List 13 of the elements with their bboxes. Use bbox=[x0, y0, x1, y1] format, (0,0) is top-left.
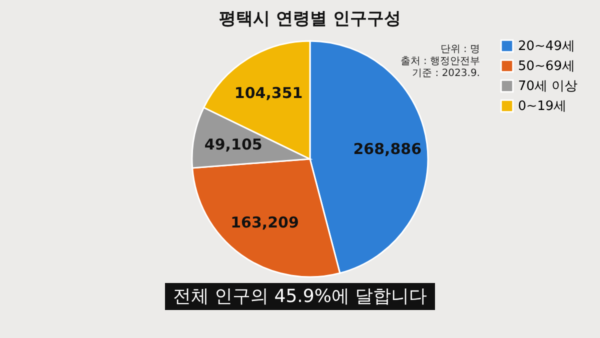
data-label: 49,105 bbox=[204, 135, 262, 154]
source-note: 출처 : 행정안전부 bbox=[399, 56, 480, 68]
legend-label: 20~49세 bbox=[518, 39, 575, 54]
text: 단위 : 명 bbox=[439, 44, 480, 56]
data-label: 268,886 bbox=[353, 140, 422, 158]
legend-label: 50~69세 bbox=[518, 59, 575, 74]
chart-title: 평택시 연령별 인구구성 bbox=[219, 9, 401, 29]
text: 전체 인구의 45.9%에 달합니다 bbox=[164, 283, 436, 310]
legend-label: 0~19세 bbox=[518, 99, 567, 114]
data-label: 163,209 bbox=[230, 214, 299, 232]
data-label: 104,351 bbox=[234, 84, 303, 102]
legend-label: 70세 이상 bbox=[518, 79, 578, 94]
text: 기준 : 2023.9. bbox=[411, 68, 480, 80]
